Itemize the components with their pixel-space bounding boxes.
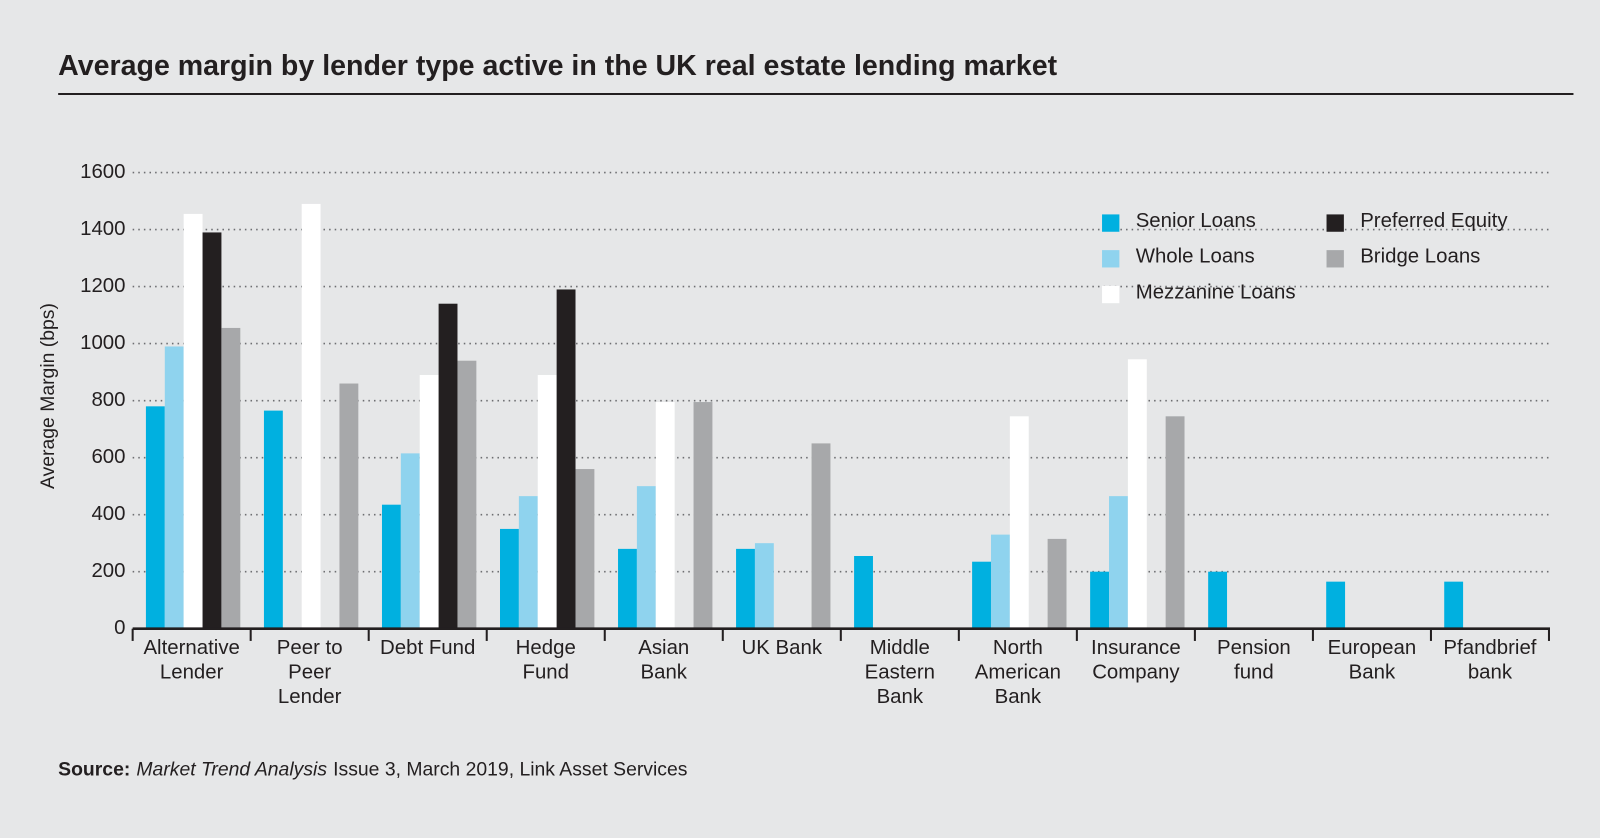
bar: [1047, 538, 1067, 629]
x-tick-label: UK Bank: [741, 636, 823, 660]
bar: [990, 534, 1010, 629]
legend-swatch: [1102, 214, 1120, 232]
y-tick-label: 0: [114, 617, 125, 639]
legend-label: Bridge Loans: [1360, 246, 1480, 268]
bar: [301, 203, 321, 629]
x-tick-label: Peer to Peer Lender: [276, 636, 343, 709]
x-tick-label-box: Hedge Fund: [515, 636, 576, 684]
y-tick-label: 800: [91, 389, 125, 411]
bar: [636, 486, 656, 629]
bar: [1165, 416, 1185, 629]
bar: [1109, 496, 1128, 629]
bar: [1208, 571, 1228, 629]
bar: [164, 346, 184, 629]
bar: [202, 232, 222, 629]
bar: [457, 360, 477, 629]
bar: [1090, 571, 1110, 629]
x-tick-label-box: Debt Fund: [380, 636, 476, 660]
y-tick-label: 400: [91, 503, 125, 525]
x-tick-label-box: Alternative Lender: [143, 636, 240, 684]
y-tick-label: 1000: [80, 332, 125, 354]
source-note: Source: Market Trend Analysis Issue 3, Mar…: [58, 759, 687, 781]
x-tick-label-box: UK Bank: [741, 636, 823, 660]
legend-label: Senior Loans: [1136, 210, 1256, 232]
x-tick-label: Alternative Lender: [143, 636, 240, 684]
legend-swatch: [1102, 285, 1120, 304]
legend-label: Preferred Equity: [1360, 210, 1508, 232]
bar: [655, 402, 675, 629]
bar: [854, 555, 873, 629]
x-tick-label-box: Insurance Company: [1091, 636, 1181, 684]
source-details: Issue 3, March 2019, Link Asset Services: [333, 759, 687, 781]
legend-label: Whole Loans: [1136, 246, 1255, 268]
bar: [400, 453, 420, 629]
x-tick-label: Asian Bank: [638, 636, 690, 684]
legend-label: Mezzanine Loans: [1136, 281, 1296, 303]
y-tick-label: 200: [91, 560, 125, 582]
x-tick-label: Debt Fund: [380, 636, 476, 660]
bar: [575, 469, 595, 629]
source-label: Source:: [58, 759, 130, 781]
bar: [972, 561, 991, 629]
y-axis-label: Average Margin (bps): [37, 303, 59, 489]
x-tick-label: Pension fund: [1217, 636, 1291, 684]
bar: [556, 289, 576, 629]
bar: [537, 374, 557, 629]
bar: [145, 406, 165, 629]
source-publication: Market Trend Analysis: [136, 759, 327, 781]
x-tick-label-box: European Bank: [1327, 636, 1417, 684]
bar: [183, 213, 203, 629]
x-tick-label-box: Pfandbrief bank: [1443, 636, 1537, 684]
y-tick-label: 600: [91, 446, 125, 468]
bar: [736, 548, 755, 629]
y-tick-label: 1200: [80, 275, 125, 297]
x-tick-label-box: Pension fund: [1217, 636, 1291, 684]
bar: [438, 303, 458, 629]
bar: [1009, 416, 1029, 629]
legend-swatch: [1102, 250, 1120, 268]
x-tick-label: Insurance Company: [1091, 636, 1181, 684]
bar: [518, 496, 538, 629]
chart-title: Average margin by lender type active in …: [58, 50, 1057, 82]
x-tick-label: Hedge Fund: [515, 636, 576, 684]
bar: [263, 410, 283, 629]
bar: [339, 383, 359, 629]
y-tick-label: 1400: [80, 218, 125, 240]
legend-swatch: [1326, 250, 1344, 268]
x-tick-label: North American Bank: [974, 636, 1061, 709]
bar: [754, 543, 774, 629]
x-tick-label-box: Asian Bank: [638, 636, 690, 684]
x-tick-label-box: Peer to Peer Lender: [276, 636, 343, 709]
bar: [1326, 581, 1346, 629]
x-tick-label: Pfandbrief bank: [1443, 636, 1537, 684]
bar: [381, 504, 401, 629]
x-tick-label: European Bank: [1327, 636, 1417, 684]
bar: [811, 443, 831, 629]
x-tick-label: Middle Eastern Bank: [864, 636, 935, 709]
bar: [419, 374, 439, 629]
bar: [500, 528, 519, 629]
bar: [693, 402, 713, 629]
bar: [221, 327, 241, 629]
legend-swatch: [1326, 214, 1344, 232]
y-tick-label: 1600: [80, 161, 125, 183]
x-tick-label-box: Middle Eastern Bank: [864, 636, 935, 709]
x-tick-label-box: North American Bank: [974, 636, 1061, 709]
bar: [618, 548, 637, 629]
bar: [1444, 581, 1464, 629]
bar: [1127, 359, 1147, 629]
